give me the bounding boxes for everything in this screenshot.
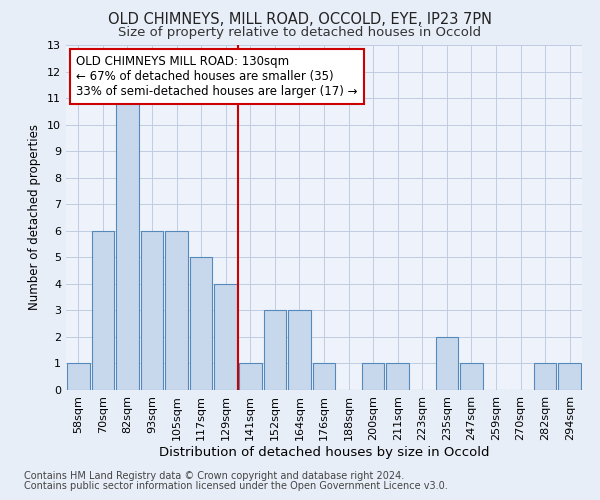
Bar	[436, 337, 458, 390]
Bar	[460, 364, 483, 390]
Bar	[313, 364, 335, 390]
Bar	[263, 310, 286, 390]
Bar	[559, 364, 581, 390]
Y-axis label: Number of detached properties: Number of detached properties	[28, 124, 41, 310]
Bar	[165, 231, 188, 390]
Text: Contains public sector information licensed under the Open Government Licence v3: Contains public sector information licen…	[24, 481, 448, 491]
Bar	[190, 258, 212, 390]
Bar	[140, 231, 163, 390]
Bar	[92, 231, 114, 390]
Text: OLD CHIMNEYS, MILL ROAD, OCCOLD, EYE, IP23 7PN: OLD CHIMNEYS, MILL ROAD, OCCOLD, EYE, IP…	[108, 12, 492, 28]
Text: OLD CHIMNEYS MILL ROAD: 130sqm
← 67% of detached houses are smaller (35)
33% of : OLD CHIMNEYS MILL ROAD: 130sqm ← 67% of …	[76, 56, 358, 98]
Bar	[214, 284, 237, 390]
Text: Size of property relative to detached houses in Occold: Size of property relative to detached ho…	[118, 26, 482, 39]
Bar	[288, 310, 311, 390]
Bar	[239, 364, 262, 390]
Bar	[386, 364, 409, 390]
Bar	[67, 364, 89, 390]
Bar	[116, 98, 139, 390]
Text: Contains HM Land Registry data © Crown copyright and database right 2024.: Contains HM Land Registry data © Crown c…	[24, 471, 404, 481]
Bar	[362, 364, 385, 390]
Bar	[534, 364, 556, 390]
X-axis label: Distribution of detached houses by size in Occold: Distribution of detached houses by size …	[159, 446, 489, 458]
